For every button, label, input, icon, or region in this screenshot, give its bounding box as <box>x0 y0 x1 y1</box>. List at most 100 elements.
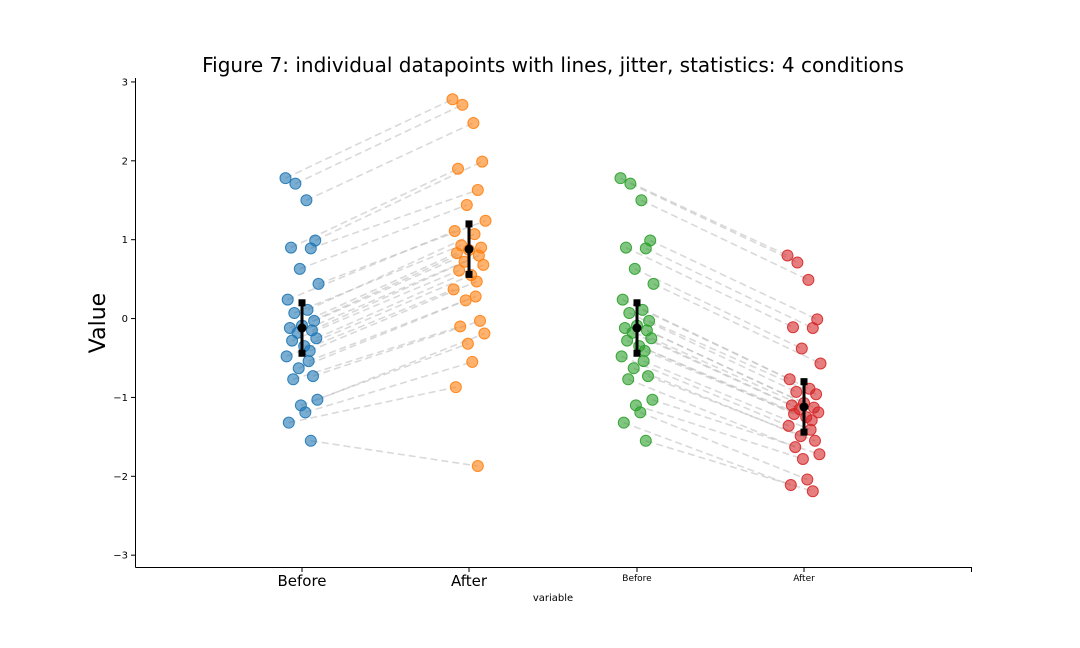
pair-line <box>285 98 453 179</box>
pair-line <box>300 343 469 407</box>
pair-line <box>310 440 478 467</box>
x-tick-label: Before <box>277 572 326 590</box>
data-point <box>621 334 634 347</box>
data-point <box>282 416 295 429</box>
data-point <box>289 177 302 190</box>
data-point <box>796 452 809 465</box>
stat-cap <box>298 349 306 357</box>
pair-line <box>299 204 468 270</box>
chart-title: Figure 7: individual datapoints with lin… <box>202 53 904 77</box>
pair-line <box>301 249 470 327</box>
data-point <box>614 172 627 185</box>
data-point <box>471 183 484 196</box>
pair-line <box>309 280 478 352</box>
data-point <box>285 241 297 254</box>
data-point <box>300 194 313 207</box>
pair-line <box>650 337 819 414</box>
pair-line <box>625 246 794 328</box>
data-point <box>783 373 796 386</box>
pair-line <box>641 199 809 281</box>
pair-line <box>295 104 463 185</box>
stat-mean <box>297 323 307 333</box>
data-point <box>813 448 826 461</box>
pair-line <box>648 320 817 396</box>
pair-line <box>312 320 481 377</box>
y-tick-label: −2 <box>113 472 128 483</box>
pair-line <box>305 361 473 414</box>
stat-cap <box>800 428 808 436</box>
pair-line <box>291 269 460 342</box>
data-point <box>474 314 486 327</box>
y-tick-label: 2 <box>122 156 128 167</box>
pair-line <box>306 122 474 201</box>
x-tick-label: Before <box>622 574 652 584</box>
pair-line <box>653 283 821 365</box>
data-point <box>638 344 651 357</box>
data-point <box>791 256 804 269</box>
pair-line <box>308 295 476 362</box>
data-point <box>459 294 472 307</box>
data-point <box>784 478 797 491</box>
stat-mean <box>799 402 809 412</box>
data-point <box>281 293 294 306</box>
data-point <box>479 214 492 227</box>
pair-line <box>632 332 800 410</box>
data-point <box>307 370 319 383</box>
data-point <box>795 342 808 355</box>
y-tick-label: 3 <box>122 77 128 88</box>
pair-line <box>288 386 456 424</box>
data-point <box>642 370 654 383</box>
data-point <box>293 262 306 275</box>
data-point <box>646 393 659 406</box>
stat-mean <box>464 244 474 254</box>
data-point <box>647 277 660 290</box>
x-tick-label: After <box>451 572 488 590</box>
data-point <box>782 419 795 432</box>
pair-line <box>317 332 485 401</box>
data-point <box>787 321 799 334</box>
stat-cap <box>633 349 641 357</box>
pair-line <box>311 254 480 332</box>
data-point <box>286 334 299 347</box>
pair-lines <box>285 98 821 493</box>
stat-cap <box>633 299 641 307</box>
pair-line <box>313 246 482 322</box>
pair-line <box>293 244 462 314</box>
pair-line <box>633 367 802 437</box>
x-ticks: Before After Before After <box>277 567 815 590</box>
data-point <box>466 355 479 368</box>
data-point <box>311 393 324 406</box>
data-point <box>304 242 317 255</box>
stat-cap <box>800 378 808 386</box>
data-point <box>456 98 469 111</box>
data-point <box>622 373 635 386</box>
pair-line <box>640 411 808 481</box>
data-point <box>623 307 636 320</box>
data-point <box>477 258 490 271</box>
data-point <box>639 242 652 255</box>
stat-cap <box>465 220 473 228</box>
data-point <box>628 262 641 275</box>
data-point <box>312 277 325 290</box>
pair-line <box>628 312 797 393</box>
y-axis-label: Value <box>86 293 111 353</box>
pair-line <box>298 299 467 369</box>
data-point <box>620 241 632 254</box>
data-point <box>303 344 316 357</box>
data-point <box>468 228 481 241</box>
data-point <box>802 273 815 286</box>
data-point <box>469 290 482 303</box>
pair-line <box>286 288 454 358</box>
data-point <box>615 350 628 363</box>
data-point <box>280 350 293 363</box>
y-tick-label: 0 <box>122 314 128 325</box>
data-point <box>806 322 819 335</box>
stat-mean <box>632 323 642 333</box>
data-point <box>448 225 461 238</box>
data-point <box>292 362 305 375</box>
data-point <box>299 406 312 419</box>
data-point <box>476 155 489 168</box>
pair-line <box>290 167 459 249</box>
y-tick-label: −3 <box>113 551 128 562</box>
pair-line <box>630 182 798 264</box>
